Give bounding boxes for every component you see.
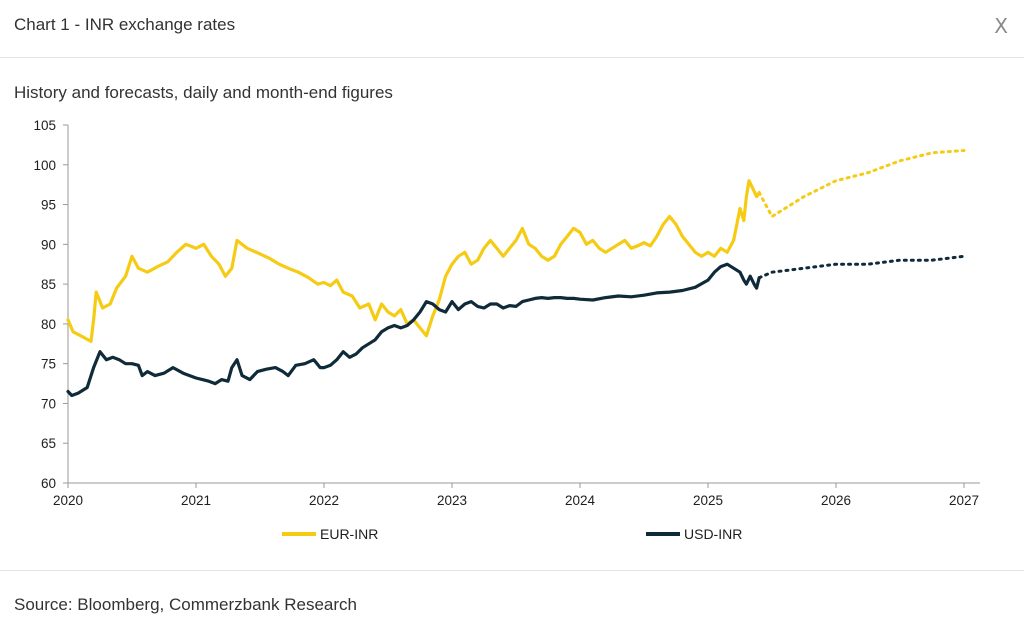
line-chart: 60 65 70 75 80 85 90 95 100 105 2020 2021 2022 2023 20… (33, 118, 980, 542)
y-tick-label: 75 (41, 357, 56, 372)
x-tick-label: 2025 (693, 493, 723, 508)
y-tick-label: 80 (41, 317, 56, 332)
y-tick-label: 95 (41, 198, 56, 213)
x-tick-label: 2021 (181, 493, 211, 508)
chart-subtitle: History and forecasts, daily and month-e… (14, 83, 393, 102)
source-note: Source: Bloomberg, Commerzbank Research (14, 595, 357, 614)
chart-header: Chart 1 - INR exchange rates X (0, 0, 1024, 58)
usd-inr-history-line (66, 262, 761, 398)
x-tick-label: 2026 (821, 493, 851, 508)
x-tick-label: 2027 (949, 493, 979, 508)
chart-title: Chart 1 - INR exchange rates (14, 15, 236, 34)
y-tick-label: 85 (41, 277, 56, 292)
y-tick-label: 105 (33, 118, 56, 133)
close-button[interactable]: X (994, 14, 1008, 38)
chart-legend: EUR-INR USD-INR (282, 526, 742, 542)
y-tick-label: 65 (41, 436, 56, 451)
y-tick-label: 60 (41, 476, 56, 491)
chart-axes: 60 65 70 75 80 85 90 95 100 105 2020 2021 2022 2023 20… (33, 118, 980, 508)
chart-series (66, 149, 966, 398)
eur-inr-legend-label: EUR-INR (320, 526, 378, 542)
x-tick-label: 2024 (565, 493, 596, 508)
eur-inr-history-line (66, 179, 761, 343)
usd-inr-legend-label: USD-INR (684, 526, 742, 542)
y-tick-label: 90 (41, 237, 56, 252)
x-tick-label: 2023 (437, 493, 467, 508)
footer-divider (0, 570, 1024, 571)
usd-inr-forecast-line (757, 254, 966, 280)
y-tick-label: 70 (41, 396, 56, 411)
y-tick-label: 100 (33, 158, 56, 173)
eur-inr-forecast-line (757, 149, 966, 219)
x-tick-label: 2020 (53, 493, 83, 508)
x-tick-label: 2022 (309, 493, 339, 508)
